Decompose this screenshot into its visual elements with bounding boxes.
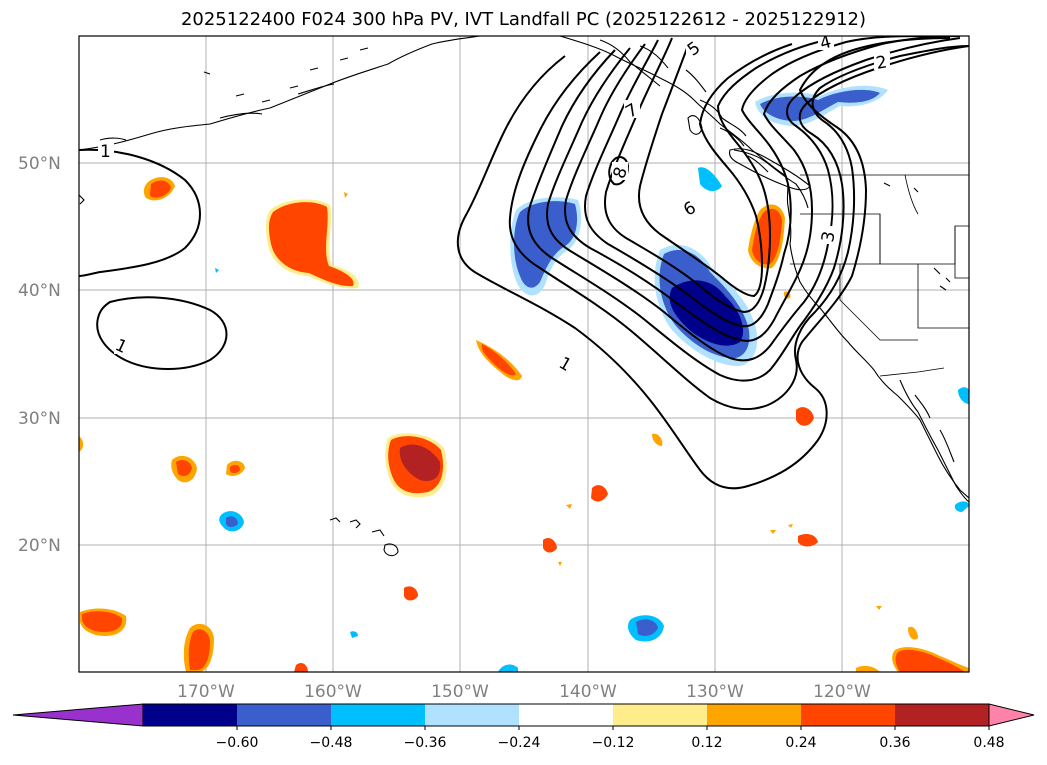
longitude-labels: 170°W 160°W 150°W 140°W 130°W 120°W	[177, 682, 871, 702]
colorbar-frame	[142, 703, 990, 727]
map-frame	[78, 35, 970, 673]
vancouver-island	[728, 148, 811, 191]
lon-label: 120°W	[813, 682, 871, 702]
contour-label: 2	[875, 52, 889, 74]
contour-1-west	[79, 148, 201, 277]
colorbar-tick-label: 0.12	[691, 735, 722, 751]
pv-contours	[79, 36, 969, 490]
colorbar-tick-label: 0.48	[973, 735, 1004, 751]
pv-negative-shading	[215, 85, 969, 672]
coastlines	[79, 36, 969, 557]
borders	[790, 36, 969, 377]
colorbar-segment	[895, 704, 990, 726]
lat-label: 20°N	[18, 536, 61, 556]
lat-label: 30°N	[18, 409, 61, 429]
colorbar-segment	[519, 704, 614, 726]
colorbar-segment	[801, 704, 896, 726]
contour-6	[584, 36, 931, 328]
colorbar-tick-label: −0.36	[404, 735, 447, 751]
lon-label: 170°W	[177, 682, 235, 702]
colorbar-segment	[613, 704, 708, 726]
contour-label: 4	[818, 32, 834, 54]
contour-label-backdrops	[98, 36, 890, 372]
hawaii-islands	[329, 517, 399, 557]
colorbar-tick-label: −0.48	[310, 735, 353, 751]
contour-8	[608, 156, 630, 186]
colorbar-extend-high	[988, 703, 1035, 727]
latitude-labels: 50°N 40°N 30°N 20°N	[18, 154, 61, 556]
colorbar-segment	[425, 704, 520, 726]
contour-4	[546, 37, 961, 362]
colorbar-segment	[707, 704, 802, 726]
colorbar-tick-label: 0.24	[785, 735, 816, 751]
colorbar: −0.60 −0.48 −0.36 −0.24 −0.12 0.12 0.24 0.36 0.4…	[12, 703, 1035, 751]
colorbar-segment	[143, 704, 238, 726]
colorbar-tick-label: 0.36	[879, 735, 910, 751]
contour-1-southwest	[96, 296, 228, 370]
contour-label: 1	[100, 142, 111, 162]
colorbar-segment	[237, 704, 332, 726]
lat-label: 40°N	[18, 281, 61, 301]
pv-positive-shading	[79, 177, 969, 672]
lon-label: 150°W	[431, 682, 489, 702]
contour-1-main	[457, 37, 951, 490]
colorbar-tick-label: −0.24	[498, 735, 541, 751]
lon-label: 160°W	[304, 682, 362, 702]
contour-inner	[638, 39, 793, 298]
contour-label: 3	[818, 230, 840, 244]
map-area	[79, 36, 969, 672]
colorbar-segment	[331, 704, 426, 726]
figure-title: 2025122400 F024 300 hPa PV, IVT Landfall…	[180, 9, 867, 30]
lon-label: 140°W	[559, 682, 617, 702]
contour-3	[527, 45, 969, 382]
lat-label: 50°N	[18, 154, 61, 174]
lon-label: 130°W	[686, 682, 744, 702]
colorbar-tick-label: −0.60	[216, 735, 259, 751]
alaska-coast	[79, 36, 481, 151]
colorbar-extend-low	[12, 703, 144, 727]
colorbar-tick-label: −0.12	[592, 735, 635, 751]
contour-5	[564, 36, 961, 342]
